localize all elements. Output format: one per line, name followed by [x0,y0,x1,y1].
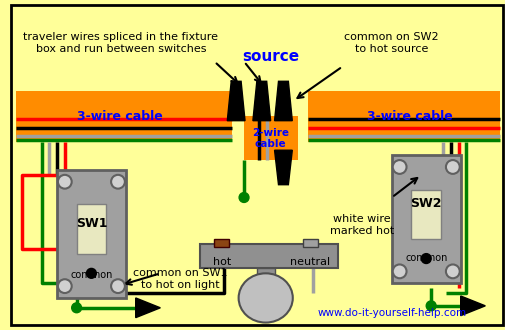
Bar [411,190,440,239]
Polygon shape [252,81,270,121]
Text: neutral: neutral [289,257,329,267]
Bar [16,91,232,142]
Circle shape [425,301,435,311]
Text: common: common [70,270,112,280]
Text: white wire
marked hot: white wire marked hot [329,214,393,236]
Bar [257,268,274,283]
Circle shape [392,264,406,278]
Polygon shape [460,296,484,316]
Bar [308,91,499,142]
Text: SW1: SW1 [75,217,107,230]
Text: traveler wires spliced in the fixture
box and run between switches: traveler wires spliced in the fixture bo… [23,32,218,54]
Circle shape [58,279,72,293]
Text: common on SW1
to hot on light: common on SW1 to hot on light [132,268,227,290]
Ellipse shape [238,273,292,322]
Circle shape [239,193,248,202]
Text: hot: hot [213,257,231,267]
Text: 3-wire cable: 3-wire cable [76,110,162,123]
Circle shape [421,254,430,263]
Polygon shape [274,150,292,185]
Circle shape [58,175,72,189]
Polygon shape [227,81,244,121]
Text: www.do-it-yourself-help.com: www.do-it-yourself-help.com [317,308,466,318]
Text: SW2: SW2 [410,197,441,210]
Bar [214,239,229,247]
Circle shape [72,303,81,313]
Circle shape [445,264,459,278]
Circle shape [392,160,406,174]
Bar [391,155,460,283]
Text: common on SW2
to hot source: common on SW2 to hot source [344,32,438,54]
Bar [302,239,317,247]
Circle shape [445,160,459,174]
Circle shape [86,268,96,278]
Text: 3-wire cable: 3-wire cable [367,110,452,123]
Bar [243,116,297,160]
Text: common: common [404,252,446,263]
Text: source: source [241,49,298,64]
Polygon shape [274,81,292,121]
Text: 2-wire
cable: 2-wire cable [251,128,288,149]
Bar [76,204,106,254]
Circle shape [111,279,125,293]
Circle shape [111,175,125,189]
Bar [199,244,337,268]
Bar [57,170,126,298]
Polygon shape [135,298,160,318]
